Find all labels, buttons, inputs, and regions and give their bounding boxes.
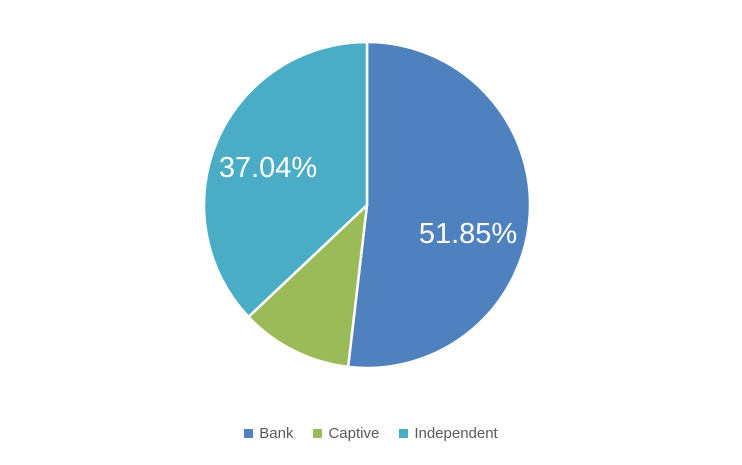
legend-item-bank: Bank bbox=[244, 426, 293, 441]
pie-slice-independent bbox=[202, 40, 369, 319]
chart-legend: Bank Captive Independent bbox=[0, 426, 742, 441]
legend-marker-icon bbox=[313, 429, 323, 438]
legend-item-independent: Independent bbox=[399, 425, 498, 442]
legend-item-captive: Captive bbox=[313, 426, 379, 441]
legend-label: Captive bbox=[328, 425, 380, 442]
legend-label: Independent bbox=[414, 425, 498, 442]
pie-slice-captive bbox=[247, 203, 369, 369]
data-label-independent: 37.04% bbox=[219, 152, 317, 184]
data-label-bank: 51.85% bbox=[419, 218, 517, 250]
pie-slice-bank bbox=[346, 40, 532, 370]
legend-marker-icon bbox=[244, 429, 254, 438]
legend-marker-icon bbox=[399, 429, 409, 438]
legend-label: Bank bbox=[259, 425, 294, 442]
